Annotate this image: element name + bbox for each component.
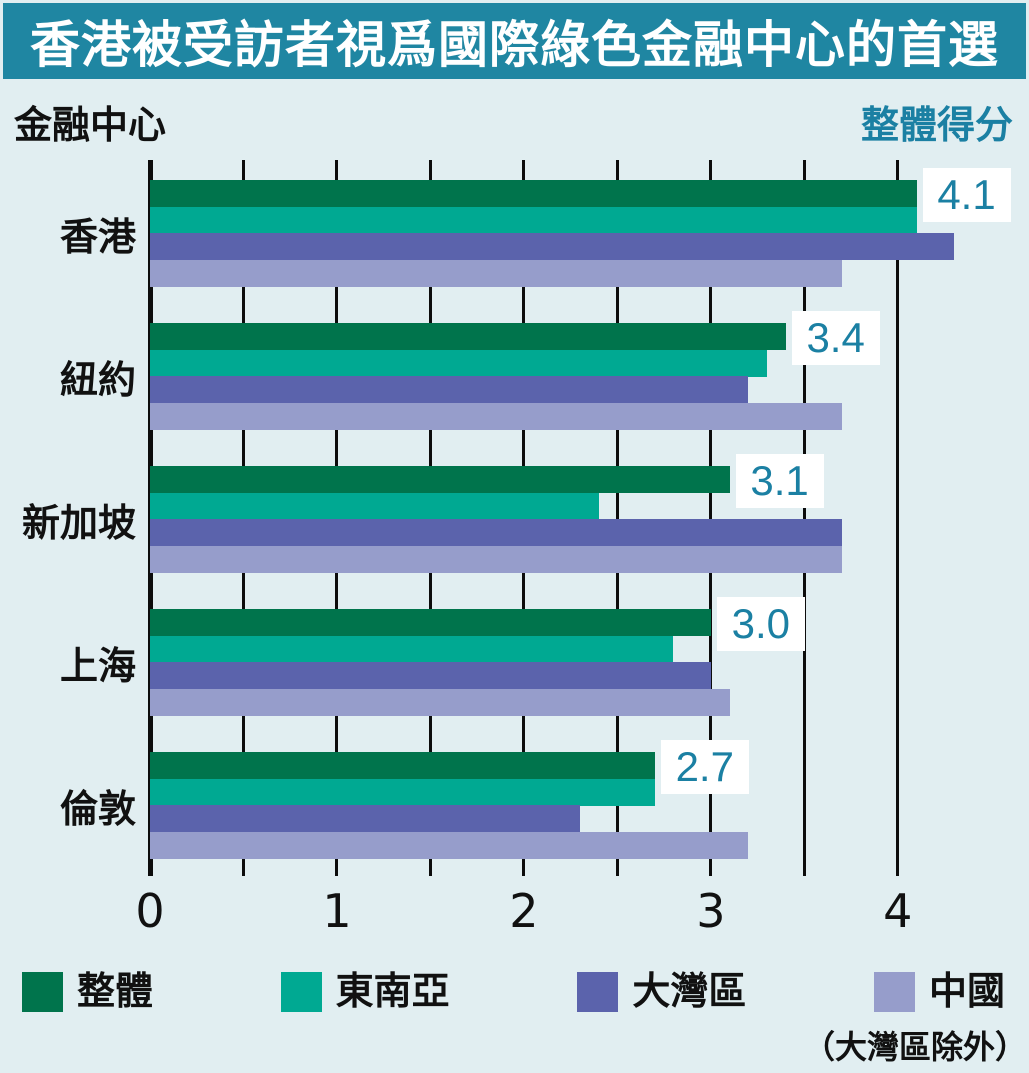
x-axis-tick-labels: 0 1 2 3 4: [0, 884, 1029, 938]
bar-overall: [150, 466, 730, 493]
score-label: 3.4: [791, 311, 880, 365]
legend-item-china_ex_gba: 中國: [873, 971, 1005, 1013]
bar-overall: [150, 180, 917, 207]
bar-southeast_asia: [150, 349, 767, 377]
bar-southeast_asia: [150, 635, 674, 663]
score-label: 3.0: [716, 597, 805, 651]
score-label: 3.1: [735, 454, 824, 508]
bar-greater_bay: [150, 662, 711, 689]
category-label: 香港: [59, 216, 136, 259]
x-axis-tick-label: 3: [696, 884, 726, 938]
legend-swatch-overall: [22, 972, 63, 1012]
category-label: 紐約: [59, 359, 136, 402]
legend-swatch-greater_bay: [577, 972, 619, 1012]
legend-item-greater_bay: 大灣區: [577, 972, 746, 1013]
bar-china_ex_gba: [150, 545, 842, 573]
chart-title: 香港被受訪者視爲國際綠色金融中心的首選: [30, 17, 999, 73]
legend-label: 大灣區: [632, 971, 747, 1013]
bar-overall: [150, 609, 711, 636]
category-label: 上海: [59, 645, 136, 688]
x-axis-tick-label: 1: [322, 884, 352, 938]
gridline: [896, 160, 900, 876]
bar-greater_bay: [150, 376, 749, 403]
legend-label: 整體: [77, 971, 154, 1013]
legend-china-sublabel: （大灣區除外）: [802, 1029, 1027, 1065]
gridline: [802, 160, 806, 876]
bar-southeast_asia: [150, 492, 599, 520]
score-label: 2.7: [660, 740, 749, 794]
legend-swatch-southeast_asia: [280, 972, 322, 1012]
category-label: 倫敦: [59, 788, 136, 831]
category-label: 新加坡: [21, 502, 136, 545]
legend-label: 中國: [928, 971, 1005, 1013]
y-axis-title: 金融中心: [14, 105, 167, 147]
bar-china_ex_gba: [150, 831, 749, 859]
legend-item-overall: 整體: [22, 972, 153, 1013]
bar-greater_bay: [150, 519, 842, 546]
legend-item-southeast_asia: 東南亞: [280, 971, 450, 1013]
bar-overall: [150, 752, 655, 779]
bar-greater_bay: [150, 805, 580, 832]
bar-china_ex_gba: [150, 688, 730, 716]
title-banner: 香港被受訪者視爲國際綠色金融中心的首選: [3, 3, 1026, 79]
chart-header-row: 金融中心 整體得分: [14, 94, 1013, 149]
legend: 整體 東南亞 大灣區 中國: [22, 972, 1005, 1013]
bar-southeast_asia: [150, 778, 655, 806]
plot-area: 4.1 3.4 3.1 3.0 2.7: [147, 160, 1011, 876]
x-axis-tick-label: 2: [509, 884, 539, 938]
score-column-title: 整體得分: [860, 105, 1013, 147]
bar-overall: [150, 323, 786, 350]
gridline: [709, 160, 713, 876]
bar-greater_bay: [150, 233, 954, 260]
x-axis-tick-label: 0: [135, 884, 165, 938]
legend-label: 東南亞: [335, 971, 450, 1013]
gridline: [615, 160, 619, 876]
legend-swatch-china_ex_gba: [873, 972, 915, 1012]
bar-china_ex_gba: [150, 259, 842, 287]
x-axis-tick-label: 4: [883, 884, 913, 938]
bar-southeast_asia: [150, 206, 917, 234]
score-label: 4.1: [922, 168, 1011, 222]
bar-china_ex_gba: [150, 402, 842, 430]
